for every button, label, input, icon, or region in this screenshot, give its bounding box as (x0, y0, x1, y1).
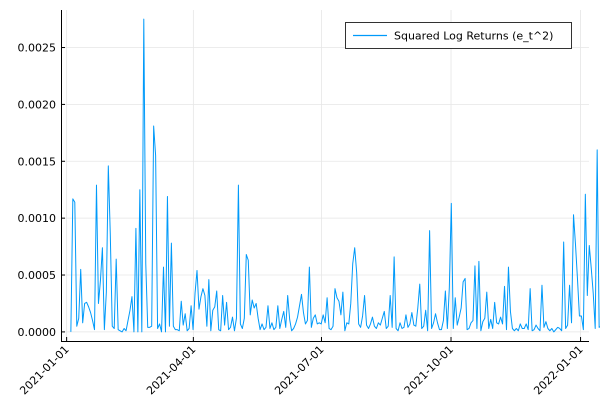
y-tick-label: 0.0015 (18, 155, 57, 168)
y-tick-label: 0.0020 (18, 98, 57, 111)
x-ticks: 2021-01-01 2021-04-01 2021-07-01 2021-10-01… (17, 337, 586, 397)
legend: Squared Log Returns (e_t^2) (345, 22, 572, 49)
series-layer (70, 18, 600, 333)
y-tick-label: 0.0000 (18, 326, 57, 339)
y-ticks: 0.0000 0.0005 0.0010 0.0015 0.0020 0.0025 (18, 42, 65, 339)
axes (61, 10, 589, 342)
x-tick-label: 2021-10-01 (402, 343, 456, 397)
x-tick-label: 2022-01-01 (531, 343, 585, 397)
x-tick-label: 2021-04-01 (144, 343, 198, 397)
x-tick-label: 2021-07-01 (272, 343, 326, 397)
grid-lines (61, 10, 589, 341)
legend-label: Squared Log Returns (e_t^2) (394, 30, 553, 43)
series-line (70, 18, 600, 333)
y-tick-label: 0.0010 (18, 212, 57, 225)
y-tick-label: 0.0005 (18, 269, 57, 282)
x-tick-label: 2021-01-01 (17, 343, 71, 397)
y-tick-label: 0.0025 (18, 42, 57, 55)
